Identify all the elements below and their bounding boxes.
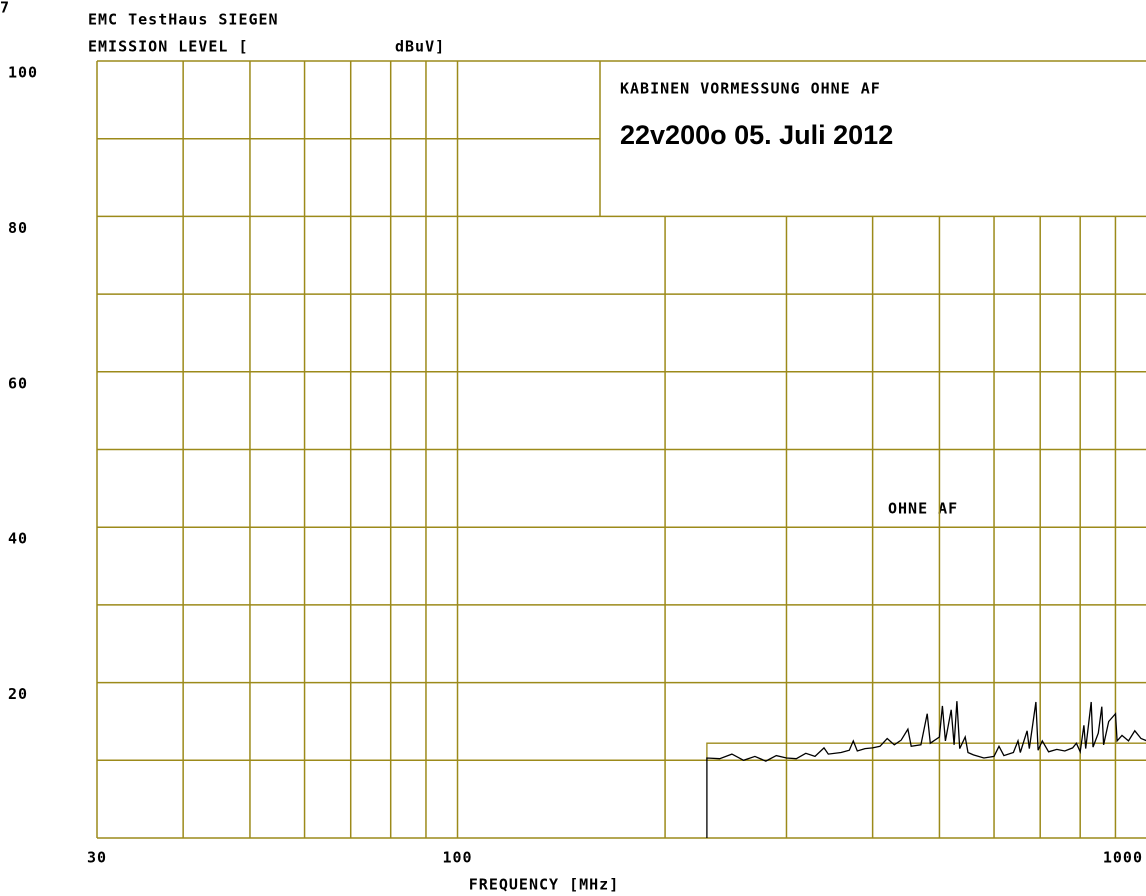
chart-title: KABINEN VORMESSUNG OHNE AF [620,80,881,98]
x-tick-label: 100 [442,849,472,867]
annotation: OHNE AF [888,500,958,518]
series-line [706,701,1146,838]
y-tick-label: 20 [8,685,28,703]
x-tick-label: 30 [87,849,107,867]
y-axis-label: EMISSION LEVEL [ [88,38,249,56]
y-tick-label: 60 [8,374,28,392]
y-tick-label: 80 [8,219,28,237]
x-tick-label: 1000 [1103,849,1143,867]
corner-text: 7 [0,0,10,17]
series-line [706,742,1146,761]
chart-subtitle: 22v200o 05. Juli 2012 [620,120,893,150]
y-tick-label: 100 [8,64,38,82]
y-tick-label: 40 [8,530,28,548]
x-axis-label: FREQUENCY [MHz] [469,876,619,894]
header: EMC TestHaus SIEGEN [88,11,279,29]
y-axis-unit: dBuV] [395,38,445,56]
